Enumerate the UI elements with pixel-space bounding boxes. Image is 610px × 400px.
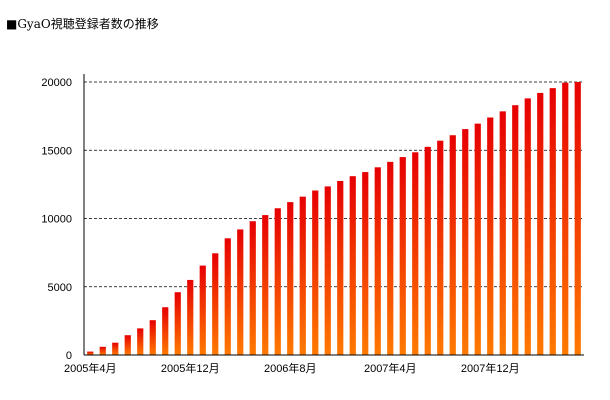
bar <box>337 180 344 355</box>
bars <box>87 82 581 356</box>
bar <box>449 135 456 355</box>
bar <box>262 215 269 355</box>
y-tick-label: 15000 <box>41 145 72 157</box>
gridlines <box>84 81 584 288</box>
bar <box>87 351 94 355</box>
bar <box>412 152 419 355</box>
bar <box>287 202 294 355</box>
bar <box>362 172 369 355</box>
bar <box>462 129 469 355</box>
bar <box>387 161 394 355</box>
y-tick-label: 0 <box>66 350 72 362</box>
bar <box>249 221 256 355</box>
x-tick-label: 2005年12月 <box>161 361 220 375</box>
bar <box>512 105 519 355</box>
bar <box>299 196 306 355</box>
bar <box>199 265 206 355</box>
bar <box>162 307 169 355</box>
bar <box>137 328 144 355</box>
bar <box>574 82 581 355</box>
bar <box>124 335 131 355</box>
bar <box>399 157 406 355</box>
bar <box>537 92 544 356</box>
bar <box>549 88 556 355</box>
bar <box>562 82 569 356</box>
y-tick-label: 5000 <box>48 282 72 294</box>
x-tick-label: 2005年4月 <box>64 361 117 375</box>
bar <box>224 238 231 355</box>
bar <box>474 123 481 355</box>
bar <box>187 279 194 355</box>
bar <box>524 98 531 355</box>
bar <box>174 292 181 355</box>
bar <box>487 117 494 356</box>
x-tick-label: 2007年4月 <box>364 361 417 375</box>
bar <box>324 186 331 355</box>
bar <box>499 111 506 355</box>
tick-labels: 0 5000 10000 15000 20000 2005年4月 2005年12月 2006年… <box>41 77 519 375</box>
chart-title: ■GyaO視聴登録者数の推移 <box>6 17 159 31</box>
bar <box>349 176 356 355</box>
bar <box>424 146 431 355</box>
bar <box>212 253 219 355</box>
bar <box>274 208 281 355</box>
bar <box>99 346 106 355</box>
y-tick-label: 20000 <box>41 77 72 89</box>
axes <box>83 74 584 356</box>
x-tick-label: 2007年12月 <box>461 361 520 375</box>
x-tick-label: 2006年8月 <box>264 361 317 375</box>
y-tick-label: 10000 <box>41 214 72 226</box>
bar <box>312 190 319 355</box>
bar <box>237 229 244 355</box>
bar <box>374 167 381 355</box>
bar <box>437 140 444 355</box>
bar <box>149 320 156 355</box>
bar <box>112 342 119 355</box>
